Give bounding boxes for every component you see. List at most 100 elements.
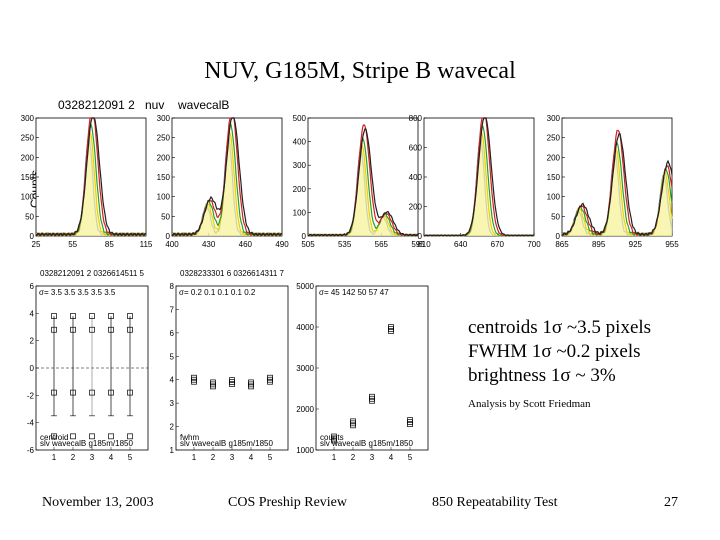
scatter-chart-centroid: σ= 3.5 3.5 3.5 3.5 3.5 -6 -4 -2 0 2 4 6 1 2 3 4 5 cen…: [27, 282, 149, 462]
y-tick-label: 7: [170, 305, 175, 314]
y-tick-label: 50: [25, 212, 34, 221]
footer-page: 27: [664, 495, 678, 510]
x-tick-label: 595: [411, 240, 425, 249]
data-point: [388, 328, 394, 334]
y-tick-label: 200: [157, 153, 171, 162]
data-point: [350, 422, 356, 429]
x-tick-label: 400: [165, 240, 179, 249]
data-point: [369, 397, 375, 404]
y-tick-label: 200: [547, 153, 561, 162]
data-point: [70, 389, 76, 396]
x-tick-label: 430: [202, 240, 216, 249]
data-point: [331, 437, 337, 444]
x-tick-label: 2: [211, 453, 216, 462]
data-point: [108, 326, 114, 333]
data-point: [267, 378, 273, 385]
data-point: [127, 389, 133, 396]
y-tick-label: 50: [161, 212, 170, 221]
legend-text: slv wavecalB g185m/1850: [40, 439, 133, 448]
legend-text: slv wavecalB g185m/1850: [320, 439, 413, 448]
y-tick-label: 500: [293, 114, 307, 123]
y-tick-label: 2: [170, 423, 175, 432]
data-point: [127, 313, 133, 319]
spectrum-chart-5: 0 50 100 150 200 250 300 865 895 925 955: [547, 114, 680, 249]
x-tick-label: 640: [454, 240, 468, 249]
analysis-credit: Analysis by Scott Friedman: [468, 398, 591, 410]
y-tick-label: 0: [166, 232, 171, 241]
footer-event: COS Preship Review: [228, 495, 347, 510]
y-tick-label: 1: [170, 446, 175, 455]
y-tick-label: 250: [157, 134, 171, 143]
x-tick-label: 5: [128, 453, 133, 462]
y-tick-label: 8: [170, 282, 175, 291]
data-point: [127, 433, 133, 440]
y-tick-label: 100: [293, 208, 307, 217]
y-tick-label: 2: [30, 337, 35, 346]
y-tick-label: 0: [30, 364, 35, 373]
series-line: [307, 128, 419, 237]
y-tick-label: 5: [170, 352, 175, 361]
y-tick-label: 1000: [296, 446, 314, 455]
sigma-label: σ= 45 142 50 57 47: [319, 288, 389, 297]
x-tick-label: 3: [90, 453, 95, 462]
spectra-panel: 0 50 100 150 200 250 300 25 55 85 115 0 50 100 150 200 2…: [21, 114, 680, 249]
stat-centroids: centroids 1σ ~3.5 pixels: [468, 317, 652, 338]
data-point: [108, 389, 114, 396]
data-point: [108, 313, 114, 319]
data-point: [51, 326, 57, 333]
scatter-chart-fwhm: σ= 0.2 0.1 0.1 0.1 0.2 1 2 3 4 5 6 7 8 1 2 3 4 5 fwhms…: [170, 282, 289, 462]
legend-text: centroid: [40, 433, 68, 442]
data-point: [210, 383, 216, 390]
y-tick-label: 4: [170, 376, 175, 385]
legend-text: fwhm: [180, 433, 199, 442]
y-tick-label: 50: [551, 212, 560, 221]
y-tick-label: -2: [27, 391, 35, 400]
y-tick-label: 4: [30, 309, 35, 318]
y-tick-label: 200: [293, 185, 307, 194]
x-tick-label: 610: [417, 240, 431, 249]
x-tick-label: 5: [408, 453, 413, 462]
sigma-label: σ= 3.5 3.5 3.5 3.5 3.5: [39, 288, 116, 297]
y-tick-label: 3000: [296, 364, 314, 373]
y-tick-label: 2000: [296, 405, 314, 414]
x-tick-label: 895: [592, 240, 606, 249]
y-tick-label: 6: [170, 329, 175, 338]
y-tick-label: 4000: [296, 323, 314, 332]
x-tick-label: 865: [555, 240, 569, 249]
y-tick-label: 600: [409, 144, 423, 153]
data-point: [229, 381, 235, 387]
series-line: [561, 133, 673, 237]
y-tick-label: 6: [30, 282, 35, 291]
legend-text: counts: [320, 433, 344, 442]
x-tick-label: 1: [332, 453, 337, 462]
data-point: [51, 389, 57, 396]
x-tick-label: 3: [230, 453, 235, 462]
x-tick-label: 565: [375, 240, 389, 249]
y-tick-label: 300: [293, 161, 307, 170]
y-tick-label: -6: [27, 446, 35, 455]
y-tick-label: 300: [547, 114, 561, 123]
x-tick-label: 2: [71, 453, 76, 462]
series-line: [424, 117, 534, 237]
top-panel-channel: nuv: [145, 98, 165, 112]
top-panel-id: 0328212091 2: [58, 98, 135, 112]
data-point: [89, 313, 95, 319]
y-tick-label: -4: [27, 419, 35, 428]
spectrum-chart-2: 0 50 100 150 200 250 300 400 430 460 490: [157, 114, 290, 249]
x-tick-label: 4: [249, 453, 254, 462]
x-tick-label: 4: [389, 453, 394, 462]
series-line: [35, 117, 147, 237]
slide-title: NUV, G185M, Stripe B wavecal: [204, 58, 516, 84]
y-tick-label: 300: [21, 114, 35, 123]
x-tick-label: 5: [268, 453, 273, 462]
series-line: [171, 117, 283, 237]
series-fill: [562, 150, 672, 236]
x-tick-label: 955: [665, 240, 679, 249]
y-tick-label: 400: [409, 173, 423, 182]
series-fill: [36, 133, 146, 236]
y-tick-label: 200: [409, 203, 423, 212]
x-tick-label: 55: [68, 240, 77, 249]
y-tick-label: 100: [157, 193, 171, 202]
data-point: [191, 378, 197, 385]
y-tick-label: 0: [418, 232, 423, 241]
